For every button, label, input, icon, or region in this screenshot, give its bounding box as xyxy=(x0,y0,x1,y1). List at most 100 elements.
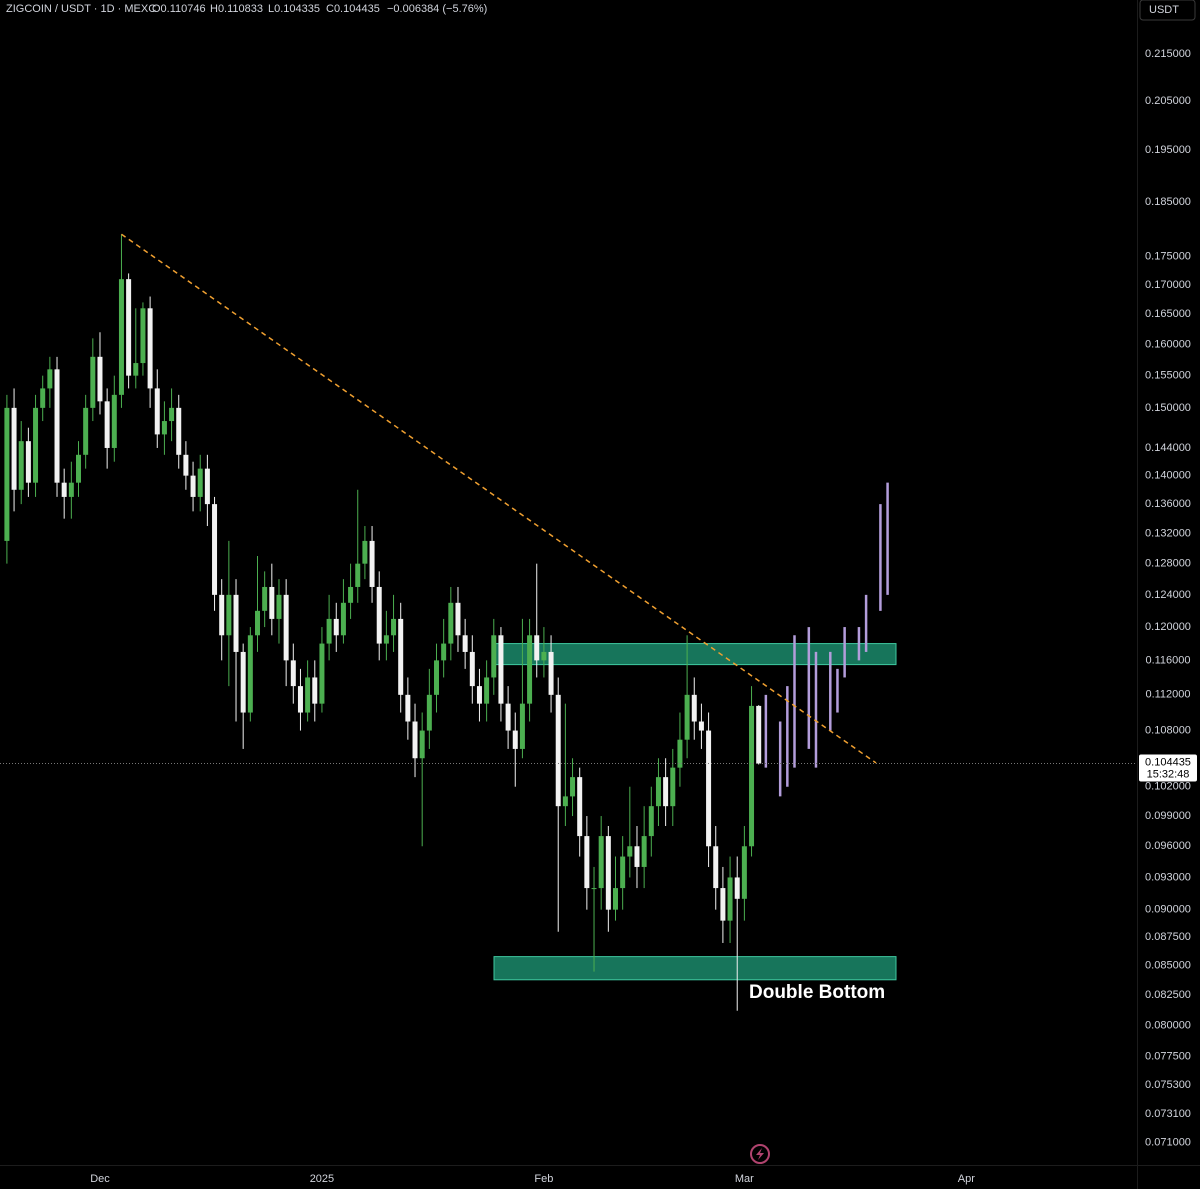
y-tick-label: 0.170000 xyxy=(1145,279,1191,291)
candle-body xyxy=(620,856,626,889)
candle-body xyxy=(355,563,361,587)
y-tick-label: 0.085000 xyxy=(1145,960,1191,972)
candle-body xyxy=(455,602,461,636)
logo-ring xyxy=(750,1144,770,1164)
candle-body xyxy=(391,618,397,636)
candle-body xyxy=(68,482,74,497)
candle-body xyxy=(233,594,239,652)
candle-body xyxy=(570,777,576,797)
candle-body xyxy=(204,468,210,505)
x-tick-label: Mar xyxy=(735,1173,754,1185)
price-label-box xyxy=(1139,754,1197,782)
price-label: 0.104435 xyxy=(1145,756,1191,768)
candle-body xyxy=(247,635,253,713)
y-tick-label: 0.080000 xyxy=(1145,1019,1191,1031)
candle-body xyxy=(169,407,175,422)
candle-body xyxy=(598,836,604,889)
symbol: ZIGCOIN / USDT · 1D · MEXC xyxy=(6,3,156,15)
candle-body xyxy=(734,877,740,899)
y-tick-label: 0.073100 xyxy=(1145,1108,1191,1120)
candle-body xyxy=(97,356,103,402)
candle-body xyxy=(448,602,454,644)
candle-body xyxy=(469,651,475,687)
candle-body xyxy=(340,602,346,636)
close-value: C0.104435 xyxy=(326,3,380,15)
candle-body xyxy=(190,475,196,497)
candle-body xyxy=(269,586,275,619)
high-value: H0.110833 xyxy=(210,3,263,15)
candle-body xyxy=(527,635,533,704)
logo-bolt xyxy=(756,1148,764,1160)
y-tick-label: 0.093000 xyxy=(1145,871,1191,883)
y-tick-label: 0.195000 xyxy=(1145,144,1191,156)
x-tick-label: 2025 xyxy=(310,1173,334,1185)
logo-icon xyxy=(750,1144,770,1164)
candle-body xyxy=(577,777,583,837)
currency-label[interactable]: USDT xyxy=(1149,4,1179,16)
candle-body xyxy=(133,363,139,376)
trendline xyxy=(121,233,877,764)
candle-body xyxy=(584,836,590,889)
candle-body xyxy=(161,421,167,435)
y-tick-label: 0.150000 xyxy=(1145,402,1191,414)
candle-body xyxy=(498,635,504,704)
candle-body xyxy=(698,721,704,731)
candle-body xyxy=(312,677,318,704)
candle-body xyxy=(627,846,633,857)
y-tick-label: 0.090000 xyxy=(1145,904,1191,916)
candle-body xyxy=(348,586,354,603)
annotation: Double Bottom xyxy=(749,982,885,1003)
candle-body xyxy=(706,730,712,847)
candle-body xyxy=(756,705,762,764)
currency-button[interactable] xyxy=(1139,0,1196,21)
candle-body xyxy=(405,694,411,722)
candle-body xyxy=(333,618,339,636)
x-tick-label: Dec xyxy=(90,1173,110,1185)
candle-body xyxy=(383,635,389,644)
candle-body xyxy=(319,643,325,704)
y-tick-label: 0.165000 xyxy=(1145,308,1191,320)
y-tick-label: 0.102000 xyxy=(1145,781,1191,793)
candle-body xyxy=(476,686,482,704)
candle-body xyxy=(684,694,690,740)
y-tick-label: 0.128000 xyxy=(1145,558,1191,570)
candle-body xyxy=(655,777,661,807)
y-tick-label: 0.112000 xyxy=(1145,689,1190,701)
y-tick-label: 0.099000 xyxy=(1145,810,1191,822)
y-tick-label: 0.160000 xyxy=(1145,338,1191,350)
candle-body xyxy=(305,677,311,713)
y-tick-label: 0.175000 xyxy=(1145,250,1191,262)
candle-body xyxy=(519,703,525,749)
y-tick-label: 0.185000 xyxy=(1145,196,1191,208)
candle-body xyxy=(749,705,755,847)
candle-body xyxy=(4,407,10,541)
candle-body xyxy=(562,796,568,807)
candle-body xyxy=(212,504,218,595)
candle-body xyxy=(505,703,511,731)
y-tick-label: 0.082500 xyxy=(1145,989,1191,1001)
plot-area: Double Bottom xyxy=(0,233,1137,1011)
candle-body xyxy=(369,540,375,587)
candle-body xyxy=(462,635,468,652)
candle-body xyxy=(691,694,697,722)
candle-body xyxy=(419,730,425,759)
open-value: O0.110746 xyxy=(152,3,206,15)
candle-body xyxy=(441,643,447,661)
candle-body xyxy=(713,846,719,889)
candle-body xyxy=(255,610,260,636)
y-tick-label: 0.108000 xyxy=(1145,724,1191,736)
candle-body xyxy=(147,308,153,389)
candle-body xyxy=(548,651,554,695)
candle-body xyxy=(290,660,296,687)
candle-body xyxy=(104,401,110,448)
countdown: 15:32:48 xyxy=(1147,768,1190,780)
y-tick-label: 0.132000 xyxy=(1145,527,1191,539)
candle-body xyxy=(591,888,597,890)
y-tick-label: 0.096000 xyxy=(1145,840,1191,852)
y-tick-label: 0.215000 xyxy=(1145,48,1191,60)
candle-body xyxy=(219,594,225,636)
candle-body xyxy=(297,686,303,713)
